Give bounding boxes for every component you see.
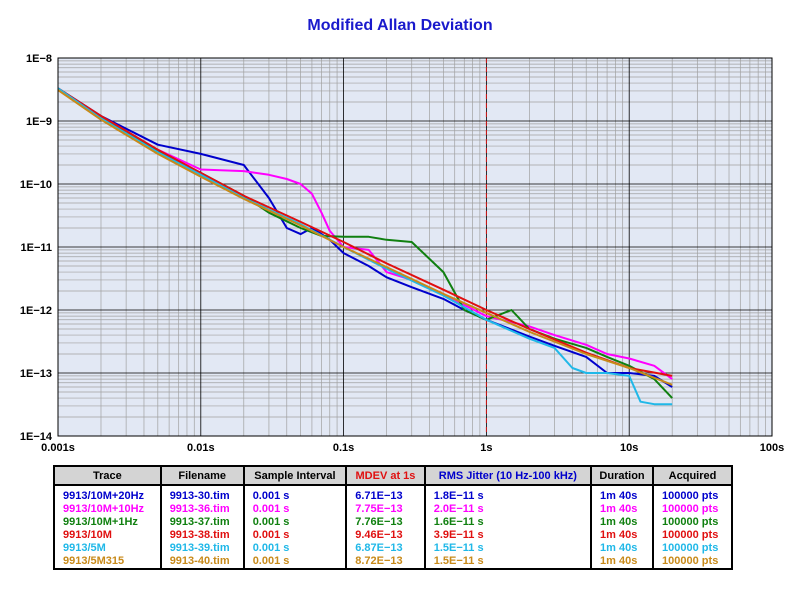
legend-cell-jitter: 1.5E−11 s [423, 555, 593, 570]
legend-cell-duration: 1m 40s [590, 542, 655, 555]
series-line-9913-10m-10hz [57, 87, 673, 380]
y-tick-label: 1E−10 [20, 179, 52, 191]
legend-cell-trace: 9913/10M [53, 529, 162, 542]
x-tick-label: 0.001s [41, 442, 75, 454]
y-tick-label: 1E−8 [26, 53, 52, 65]
x-tick-label: 0.1s [333, 442, 354, 454]
series-line-9913-5m315 [57, 89, 673, 386]
header-trace: Trace [53, 465, 162, 486]
legend-cell-jitter: 1.6E−11 s [423, 516, 593, 529]
legend-row: 9913/5M315 9913-40.tim 0.001 s 8.72E−13 1.5E… [53, 555, 733, 570]
legend-row: 9913/10M+1Hz 9913-37.tim 0.001 s 7.76E−13 1.… [53, 516, 733, 529]
legend-table: Trace Filename Sample Interval MDEV at 1… [53, 465, 733, 570]
legend-cell-filename: 9913-40.tim [159, 555, 245, 570]
header-mdev: MDEV at 1s [345, 465, 426, 486]
legend-cell-duration: 1m 40s [590, 555, 655, 570]
legend-cell-mdev: 6.71E−13 [345, 485, 426, 503]
legend-cell-interval: 0.001 s [242, 516, 348, 529]
legend-cell-duration: 1m 40s [590, 516, 655, 529]
legend-cell-filename: 9913-36.tim [159, 503, 245, 516]
legend-cell-filename: 9913-30.tim [159, 485, 245, 503]
legend-row: 9913/5M 9913-39.tim 0.001 s 6.87E−13 1.5E−11… [53, 542, 733, 555]
legend-cell-mdev: 7.75E−13 [345, 503, 426, 516]
legend-cell-mdev: 9.46E−13 [345, 529, 426, 542]
y-tick-labels: 1E−14 1E−13 1E−12 1E−11 1E−10 1E−9 1E−8 [20, 53, 53, 443]
legend-cell-interval: 0.001 s [242, 542, 348, 555]
legend-cell-jitter: 2.0E−11 s [423, 503, 593, 516]
y-tick-label: 1E−12 [20, 305, 52, 317]
legend-cell-filename: 9913-37.tim [159, 516, 245, 529]
y-tick-label: 1E−11 [20, 242, 52, 254]
header-acquired: Acquired [652, 465, 733, 486]
x-tick-label: 1s [480, 442, 492, 454]
legend-cell-interval: 0.001 s [242, 503, 348, 516]
legend-cell-duration: 1m 40s [590, 529, 655, 542]
y-tick-label: 1E−9 [26, 116, 52, 128]
legend-cell-interval: 0.001 s [242, 529, 348, 542]
legend-cell-acquired: 100000 pts [652, 503, 733, 516]
series-group [57, 87, 673, 406]
legend-cell-acquired: 100000 pts [652, 485, 733, 503]
legend-row: 9913/10M+20Hz 9913-30.tim 0.001 s 6.71E−13 1… [53, 485, 733, 503]
legend-cell-trace: 9913/10M+10Hz [53, 503, 162, 516]
legend-row: 9913/10M+10Hz 9913-36.tim 0.001 s 7.75E−13 2… [53, 503, 733, 516]
legend-cell-trace: 9913/10M+1Hz [53, 516, 162, 529]
legend-cell-filename: 9913-39.tim [159, 542, 245, 555]
series-line-9913-10m [57, 87, 673, 377]
x-tick-label: 0.01s [187, 442, 215, 454]
legend-cell-duration: 1m 40s [590, 485, 655, 503]
legend-cell-jitter: 1.8E−11 s [423, 485, 593, 503]
legend-cell-acquired: 100000 pts [652, 555, 733, 570]
legend-cell-duration: 1m 40s [590, 503, 655, 516]
legend-cell-mdev: 6.87E−13 [345, 542, 426, 555]
x-tick-label: 100s [760, 442, 784, 454]
plot-frame [57, 57, 773, 437]
y-tick-label: 1E−13 [20, 368, 52, 380]
x-tick-labels: 0.001s 0.01s 0.1s 1s 10s 100s [41, 442, 784, 454]
x-tick-label: 10s [620, 442, 638, 454]
legend-cell-trace: 9913/5M315 [53, 555, 162, 570]
series-line-9913-5m [57, 87, 673, 406]
header-duration: Duration [590, 465, 655, 486]
legend-cell-filename: 9913-38.tim [159, 529, 245, 542]
header-filename: Filename [159, 465, 245, 486]
header-sample-interval: Sample Interval [242, 465, 348, 486]
legend-cell-acquired: 100000 pts [652, 542, 733, 555]
header-rms-jitter: RMS Jitter (10 Hz-100 kHz) [423, 465, 593, 486]
legend-cell-mdev: 8.72E−13 [345, 555, 426, 570]
legend-row: 9913/10M 9913-38.tim 0.001 s 9.46E−13 3.9E−1… [53, 529, 733, 542]
legend-cell-acquired: 100000 pts [652, 529, 733, 542]
y-tick-label: 1E−14 [20, 431, 53, 443]
legend-cell-interval: 0.001 s [242, 555, 348, 570]
legend-body: 9913/10M+20Hz 9913-30.tim 0.001 s 6.71E−13 1… [53, 485, 733, 570]
legend-cell-interval: 0.001 s [242, 485, 348, 503]
legend-cell-jitter: 3.9E−11 s [423, 529, 593, 542]
legend-cell-mdev: 7.76E−13 [345, 516, 426, 529]
chart-title: Modified Allan Deviation [307, 17, 493, 34]
legend-cell-trace: 9913/5M [53, 542, 162, 555]
chart-area: 1E−14 1E−13 1E−12 1E−11 1E−10 1E−9 1E−8 0.001s… [20, 53, 784, 454]
legend-header-row: Trace Filename Sample Interval MDEV at 1… [53, 465, 733, 486]
legend-cell-trace: 9913/10M+20Hz [53, 485, 162, 503]
legend-cell-acquired: 100000 pts [652, 516, 733, 529]
legend-cell-jitter: 1.5E−11 s [423, 542, 593, 555]
series-line-9913-10m-20hz [57, 87, 673, 388]
